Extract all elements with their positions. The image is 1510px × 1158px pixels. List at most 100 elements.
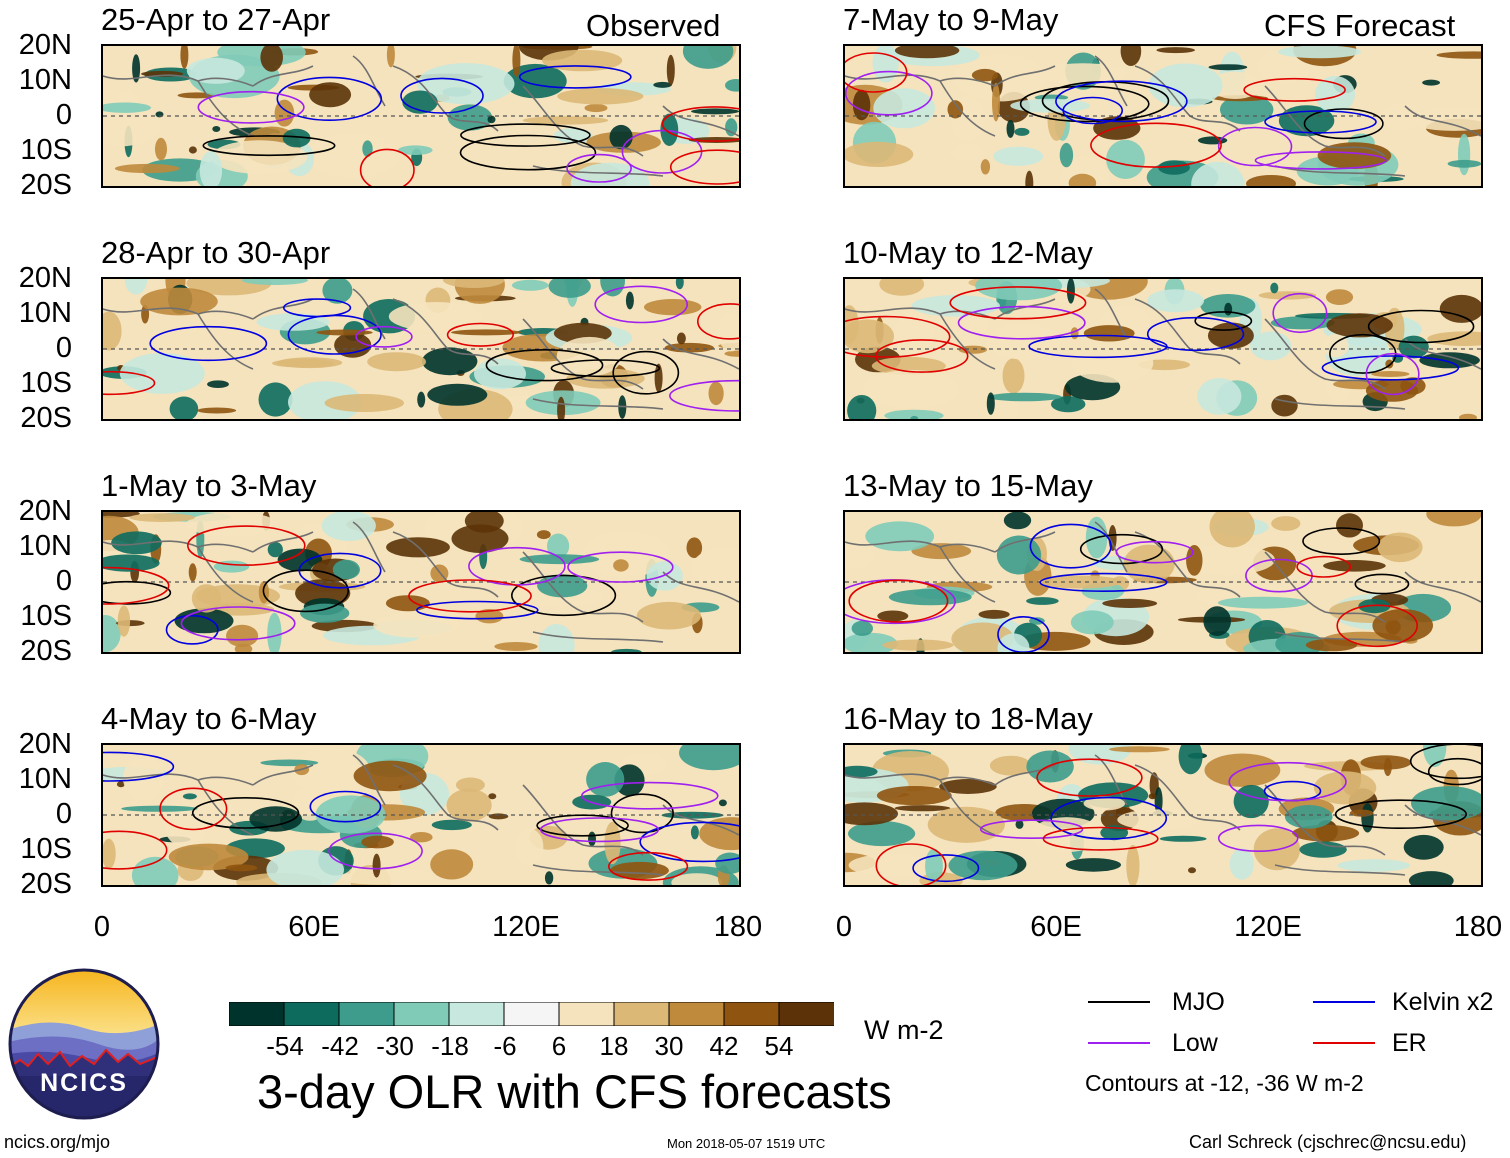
kelvin-contour bbox=[298, 552, 382, 589]
olr-anomaly-blob bbox=[131, 856, 179, 885]
olr-anomaly-blob bbox=[272, 359, 334, 368]
mjo-contour bbox=[202, 135, 336, 157]
olr-anomaly-blob bbox=[845, 765, 878, 778]
low-contour bbox=[1228, 761, 1347, 802]
olr-anomaly-blob bbox=[1458, 133, 1471, 176]
mjo-contour bbox=[550, 359, 661, 378]
olr-anomaly-blob bbox=[894, 805, 951, 812]
olr-anomaly-blob bbox=[169, 396, 199, 419]
olr-anomaly-blob bbox=[1148, 793, 1157, 800]
olr-anomaly-blob bbox=[1323, 560, 1386, 572]
olr-anomaly-blob bbox=[1229, 848, 1254, 880]
olr-anomaly-blob bbox=[114, 163, 180, 174]
olr-anomaly-blob bbox=[1372, 609, 1433, 642]
mjo-contour bbox=[1334, 799, 1468, 829]
lat-label-10s: 10S bbox=[20, 134, 72, 166]
olr-anomaly-blob bbox=[1305, 638, 1358, 652]
olr-anomaly-blob bbox=[1126, 844, 1140, 885]
olr-anomaly-blob bbox=[212, 126, 221, 132]
olr-anomaly-blob bbox=[725, 118, 738, 137]
er-contour bbox=[103, 566, 170, 605]
olr-anomaly-blob bbox=[570, 162, 650, 186]
map-panel-obs-4 bbox=[101, 743, 741, 887]
olr-field bbox=[103, 512, 739, 652]
olr-anomaly-blob bbox=[715, 852, 739, 874]
olr-anomaly-blob bbox=[876, 786, 952, 806]
colorbar-label: 6 bbox=[551, 1031, 567, 1061]
olr-anomaly-blob bbox=[644, 299, 702, 316]
olr-anomaly-blob bbox=[1278, 46, 1361, 59]
er-contour bbox=[661, 106, 739, 142]
lat-label-20n: 20N bbox=[18, 728, 72, 760]
lon-label-120e: 120E bbox=[492, 911, 560, 943]
olr-anomaly-blob bbox=[888, 589, 972, 606]
olr-anomaly-blob bbox=[588, 831, 596, 847]
olr-anomaly-blob bbox=[625, 291, 634, 310]
olr-anomaly-blob bbox=[1029, 617, 1045, 625]
low-contour bbox=[355, 325, 413, 348]
olr-anomaly-blob bbox=[1270, 282, 1279, 294]
olr-anomaly-blob bbox=[266, 849, 344, 885]
observed-label: Observed bbox=[586, 8, 721, 43]
footer-url[interactable]: ncics.org/mjo bbox=[4, 1132, 111, 1152]
olr-anomaly-blob bbox=[234, 643, 253, 652]
colorbar-label: -18 bbox=[431, 1031, 469, 1061]
olr-anomaly-blob bbox=[1313, 771, 1377, 805]
kelvin-contour bbox=[415, 600, 539, 620]
olr-anomaly-blob bbox=[1006, 119, 1015, 138]
olr-anomaly-blob bbox=[164, 805, 207, 847]
olr-anomaly-blob bbox=[691, 108, 739, 115]
panel-title-obs-1: 25-Apr to 27-Apr bbox=[101, 2, 331, 37]
olr-anomaly-blob bbox=[306, 133, 400, 178]
olr-anomaly-blob bbox=[865, 521, 935, 552]
olr-anomaly-blob bbox=[911, 295, 1000, 317]
olr-anomaly-blob bbox=[1209, 512, 1255, 548]
olr-anomaly-blob bbox=[1271, 516, 1301, 531]
olr-anomaly-blob bbox=[911, 543, 972, 560]
olr-anomaly-blob bbox=[679, 745, 739, 771]
olr-anomaly-blob bbox=[103, 102, 151, 113]
olr-anomaly-blob bbox=[117, 605, 131, 637]
olr-anomaly-blob bbox=[129, 513, 195, 522]
mjo-contour bbox=[262, 569, 349, 613]
map-panel-obs-3 bbox=[101, 510, 741, 654]
olr-anomaly-blob bbox=[446, 788, 492, 822]
olr-anomaly-blob bbox=[879, 279, 925, 296]
olr-anomaly-blob bbox=[188, 146, 197, 154]
colorbar-swatch bbox=[448, 1001, 505, 1027]
olr-anomaly-blob bbox=[398, 145, 433, 155]
olr-anomaly-blob bbox=[191, 584, 222, 613]
olr-anomaly-blob bbox=[1233, 784, 1269, 819]
olr-anomaly-blob bbox=[688, 137, 739, 143]
olr-anomaly-blob bbox=[980, 159, 991, 175]
olr-anomaly-blob bbox=[1337, 859, 1410, 872]
olr-anomaly-blob bbox=[1059, 142, 1074, 168]
low-contour bbox=[328, 832, 423, 870]
olr-anomaly-blob bbox=[1186, 545, 1203, 576]
olr-anomaly-blob bbox=[503, 63, 567, 99]
mjo-contour bbox=[1079, 533, 1164, 565]
contour-note: Contours at -12, -36 W m-2 bbox=[1085, 1070, 1364, 1096]
olr-anomaly-blob bbox=[845, 802, 898, 826]
panel-title-fc-2: 10-May to 12-May bbox=[843, 235, 1093, 270]
lon-label-60e: 60E bbox=[288, 911, 340, 943]
olr-anomaly-blob bbox=[386, 46, 395, 68]
olr-anomaly-blob bbox=[1405, 107, 1481, 131]
kelvin-contour bbox=[1321, 355, 1460, 381]
olr-anomaly-blob bbox=[431, 819, 472, 831]
mjo-contour bbox=[459, 134, 597, 171]
olr-anomaly-blob bbox=[260, 46, 283, 72]
legend-line-mjo bbox=[1088, 1001, 1150, 1003]
olr-anomaly-blob bbox=[1377, 532, 1423, 563]
olr-anomaly-blob bbox=[989, 755, 1032, 776]
olr-anomaly-blob bbox=[547, 533, 570, 559]
olr-anomaly-blob bbox=[557, 88, 644, 105]
mjo-contour bbox=[511, 574, 617, 617]
colorbar-label: 42 bbox=[709, 1031, 739, 1061]
lat-label-20s: 20S bbox=[20, 868, 72, 900]
olr-anomaly-blob bbox=[724, 350, 739, 357]
low-contour bbox=[845, 70, 933, 116]
olr-anomaly-blob bbox=[321, 512, 376, 541]
er-contour bbox=[1243, 77, 1346, 102]
olr-anomaly-blob bbox=[1208, 64, 1248, 71]
